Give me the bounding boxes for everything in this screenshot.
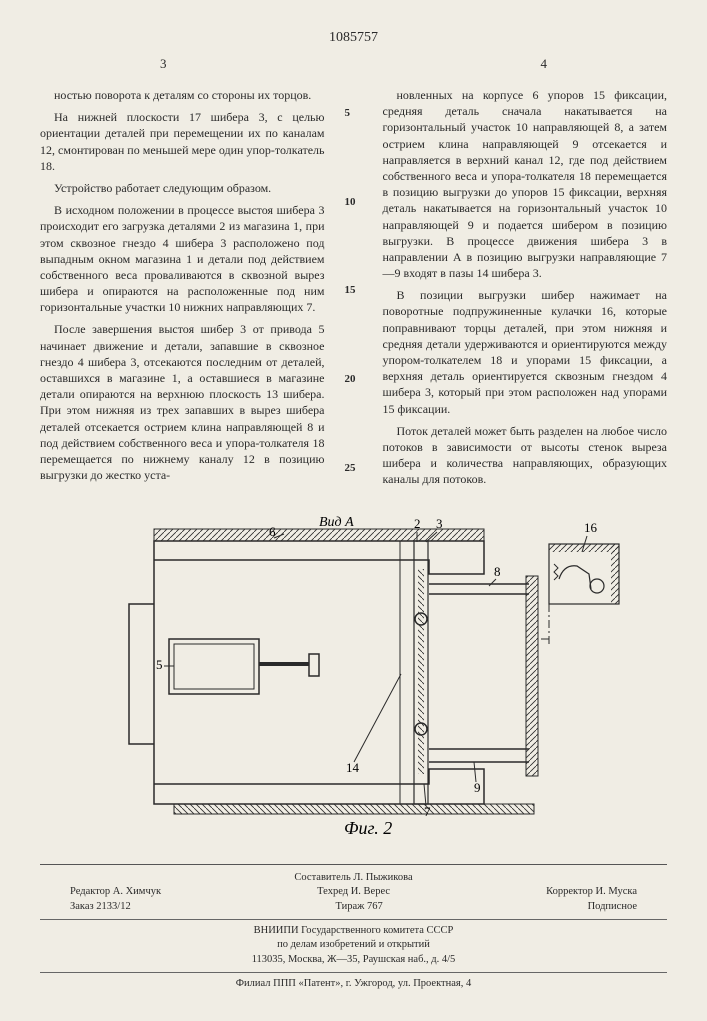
- footer-addr2: Филиал ППП «Патент», г. Ужгород, ул. Про…: [40, 977, 667, 992]
- footer: Составитель Л. Пыжикова Редактор А. Химч…: [40, 864, 667, 992]
- svg-text:9: 9: [474, 780, 481, 795]
- figure-2: Вид А 6 2 3 8 16 5 14 7 9 Фиг. 2: [74, 514, 634, 844]
- svg-text:6: 6: [269, 524, 276, 539]
- svg-text:8: 8: [494, 564, 501, 579]
- paragraph: В исходном положении в процессе выстоя ш…: [40, 202, 325, 315]
- footer-corrector: Корректор И. Муска: [546, 885, 637, 900]
- figure-svg: Вид А 6 2 3 8 16 5 14 7 9 Фиг. 2: [74, 514, 634, 844]
- svg-text:16: 16: [584, 520, 598, 535]
- svg-text:5: 5: [156, 657, 163, 672]
- line-marker: 15: [345, 284, 363, 296]
- text-columns: ностью поворота к деталям со стороны их …: [40, 87, 667, 494]
- footer-signed: Подписное: [588, 900, 637, 915]
- svg-text:7: 7: [424, 804, 431, 819]
- paragraph: В позиции выгрузки шибер нажимает на пов…: [383, 287, 668, 417]
- view-label: Вид А: [319, 515, 354, 530]
- line-marker: 20: [345, 373, 363, 385]
- footer-org2: по делам изобретений и открытий: [40, 938, 667, 953]
- page-numbers: 3 4: [40, 56, 667, 72]
- paragraph: Поток деталей может быть разделен на люб…: [383, 423, 668, 488]
- svg-text:14: 14: [346, 760, 360, 775]
- footer-addr1: 113035, Москва, Ж—35, Раушская наб., д. …: [40, 953, 667, 968]
- left-column: ностью поворота к деталям со стороны их …: [40, 87, 325, 494]
- paragraph: новленных на корпусе 6 упоров 15 фиксаци…: [383, 87, 668, 281]
- doc-number: 1085757: [40, 30, 667, 46]
- paragraph: На нижней плоскости 17 шибера 3, с целью…: [40, 109, 325, 174]
- page-left: 3: [160, 56, 167, 72]
- footer-compiler: Составитель Л. Пыжикова: [40, 871, 667, 886]
- footer-tech: Техред И. Верес: [317, 885, 390, 900]
- line-marker: 5: [345, 107, 363, 119]
- figure-caption: Фиг. 2: [344, 818, 392, 838]
- right-column: новленных на корпусе 6 упоров 15 фиксаци…: [383, 87, 668, 494]
- paragraph: Устройство работает следующим образом.: [40, 180, 325, 196]
- footer-org1: ВНИИПИ Государственного комитета СССР: [40, 924, 667, 939]
- line-markers: 5 10 15 20 25: [345, 87, 363, 494]
- footer-tirage: Тираж 767: [335, 900, 382, 915]
- svg-text:2: 2: [414, 516, 421, 531]
- footer-order: Заказ 2133/12: [70, 900, 131, 915]
- page-right: 4: [541, 56, 548, 72]
- line-marker: 10: [345, 196, 363, 208]
- svg-text:3: 3: [436, 516, 443, 531]
- paragraph: После завершения выстоя шибер 3 от приво…: [40, 321, 325, 483]
- line-marker: 25: [345, 462, 363, 474]
- footer-editor: Редактор А. Химчук: [70, 885, 161, 900]
- paragraph: ностью поворота к деталям со стороны их …: [40, 87, 325, 103]
